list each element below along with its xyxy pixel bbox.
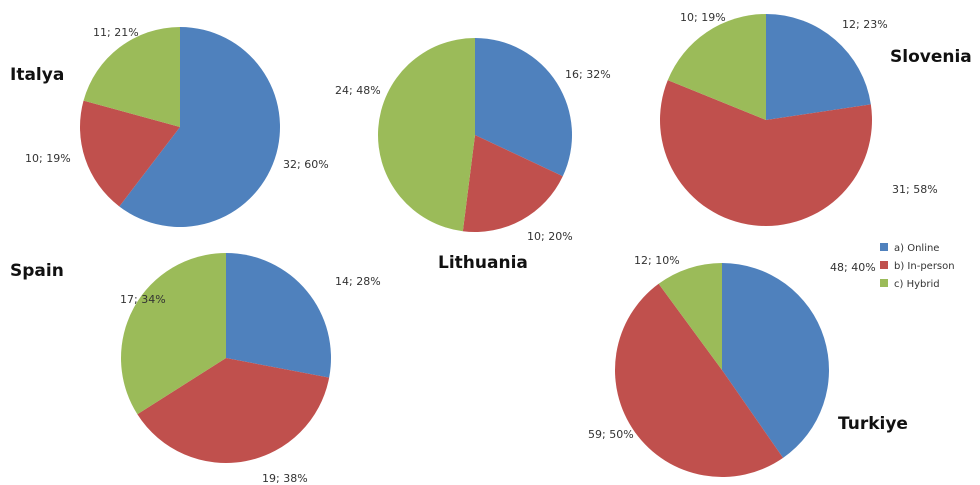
legend-label: b) In-person xyxy=(894,261,955,272)
pie-slice xyxy=(137,358,330,464)
pie-slice xyxy=(79,100,180,207)
pie-slice xyxy=(462,135,563,232)
chart-title: Lithuania xyxy=(438,253,528,273)
legend-swatch xyxy=(880,279,888,287)
data-label: 16; 32% xyxy=(565,68,611,81)
data-label: 24; 48% xyxy=(335,84,381,97)
pie-slice xyxy=(766,14,871,120)
chart-title: Turkiye xyxy=(838,414,908,434)
pie-slice xyxy=(659,80,872,227)
pie-slice xyxy=(121,253,226,415)
pie-slice xyxy=(658,263,722,370)
pie-slice xyxy=(378,38,475,232)
pie-slice xyxy=(722,263,829,458)
pie-slice xyxy=(119,27,281,228)
data-label: 11; 21% xyxy=(93,26,139,39)
data-label: 10; 19% xyxy=(25,152,71,165)
pie-slice xyxy=(615,283,784,477)
chart-title: Spain xyxy=(10,261,64,281)
data-label: 12; 10% xyxy=(634,254,680,267)
data-label: 10; 20% xyxy=(527,230,573,243)
pie-slice xyxy=(226,253,331,378)
pie-slice xyxy=(667,14,766,120)
legend-swatch xyxy=(880,261,888,269)
legend-swatch xyxy=(880,243,888,251)
data-label: 48; 40% xyxy=(830,261,876,274)
legend-label: a) Online xyxy=(894,243,939,254)
data-label: 32; 60% xyxy=(283,158,329,171)
data-label: 59; 50% xyxy=(588,428,634,441)
data-label: 14; 28% xyxy=(335,275,381,288)
legend-label: c) Hybrid xyxy=(894,279,940,290)
chart-title: Slovenia xyxy=(890,47,972,67)
pie-slice xyxy=(83,27,180,127)
data-label: 19; 38% xyxy=(262,472,308,485)
data-label: 17; 34% xyxy=(120,293,166,306)
chart-title: Italya xyxy=(10,65,64,85)
data-label: 10; 19% xyxy=(680,11,726,24)
pie-slice xyxy=(475,38,572,177)
data-label: 12; 23% xyxy=(842,18,888,31)
data-label: 31; 58% xyxy=(892,183,938,196)
